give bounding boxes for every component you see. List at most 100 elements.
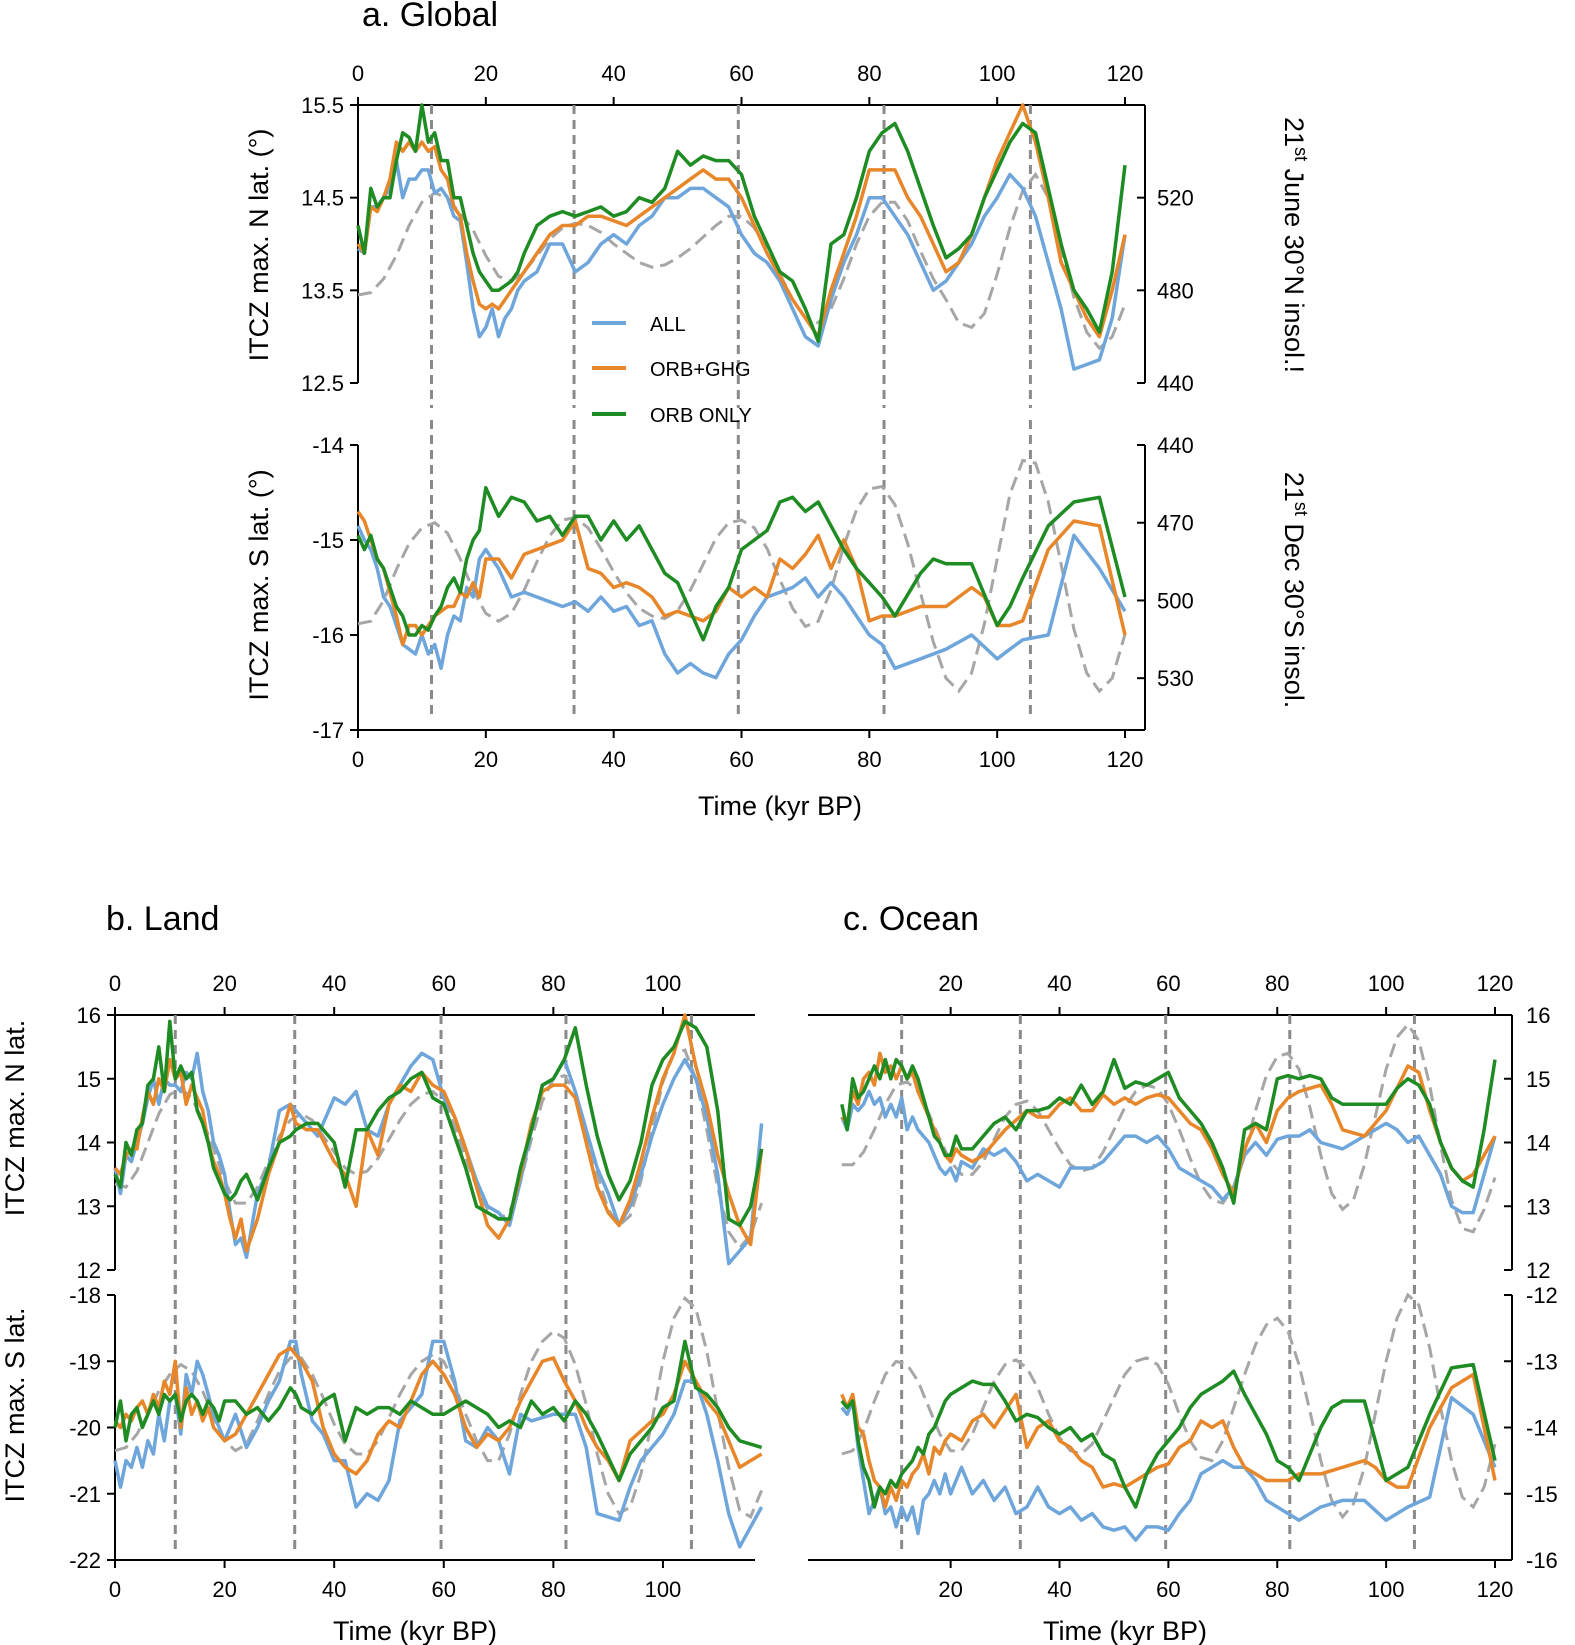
y2tick-label-global-south: 500 — [1157, 588, 1194, 613]
ytick-label-ocean-south: -14 — [1526, 1416, 1558, 1441]
ytick-label-land-south: -19 — [69, 1349, 101, 1374]
ytick-label-land-south: -20 — [69, 1416, 101, 1441]
xtick-label-global-north: 40 — [601, 61, 625, 86]
y2tick-label-global-south: 470 — [1157, 511, 1194, 536]
xtick-label-ocean-north: 120 — [1477, 971, 1514, 996]
title-land: b. Land — [106, 900, 219, 938]
ytick-label-ocean-north: 15 — [1526, 1067, 1550, 1092]
ytick-label-land-south: -22 — [69, 1548, 101, 1573]
xtick-label-ocean-north: 60 — [1156, 971, 1180, 996]
series-line-orb-land-south — [113, 1339, 763, 1483]
y2label-north-sup: st — [1291, 147, 1311, 161]
xtick-label-land-south: 40 — [322, 1577, 346, 1602]
ylabel-land-north: ITCZ max. N lat. — [0, 1020, 30, 1217]
panel-ocean-south: -16 -15 -14 -13 -12 20 40 60 80 100 120 — [808, 1270, 1558, 1602]
y2label-south-rest: Dec 30°S insol. — [1279, 516, 1309, 708]
ylabel-land-south: ITCZ max. S lat. — [0, 1307, 30, 1502]
y2tick-label-global-north: 520 — [1157, 186, 1194, 211]
ytick-label-global-south: -16 — [312, 623, 344, 648]
xtick-label-land-north: 80 — [541, 971, 565, 996]
xtick-label-land-south: 80 — [541, 1577, 565, 1602]
ytick-label-land-north: 15 — [77, 1067, 101, 1092]
xtick-label-global-north: 100 — [979, 61, 1016, 86]
legend-label-orb: ORB ONLY — [650, 405, 752, 427]
ytick-label-ocean-south: -15 — [1526, 1482, 1558, 1507]
series-line-all-global-south — [356, 525, 1127, 680]
ytick-label-ocean-south: -13 — [1526, 1349, 1558, 1374]
xtick-label-ocean-south: 100 — [1368, 1577, 1405, 1602]
y2label-global-south: 21st Dec 30°S insol. — [1279, 472, 1311, 708]
y2label-south-sup: st — [1291, 502, 1311, 516]
xtick-label-global-south: 60 — [729, 747, 753, 772]
xtick-label-global-south: 80 — [857, 747, 881, 772]
y2label-north-rest: June 30°N insol.! — [1279, 161, 1309, 373]
series-line-orb-ocean-south — [840, 1362, 1497, 1509]
panel-land-south: -22 -21 -20 -19 -18 0 20 40 60 80 100 — [69, 1270, 764, 1602]
ylabel-global-north: ITCZ max. N lat. (°) — [244, 129, 274, 362]
xtick-label-global-south: 40 — [601, 747, 625, 772]
ytick-label-land-south: -18 — [69, 1283, 101, 1308]
ytick-label-ocean-north: 14 — [1526, 1131, 1550, 1156]
insolation-line-ocean-south — [841, 1292, 1497, 1520]
xtick-label-land-north: 60 — [432, 971, 456, 996]
ytick-label-global-south: -14 — [312, 433, 344, 458]
insolation-line-ocean-north — [841, 1022, 1497, 1234]
ytick-label-land-north: 12 — [77, 1258, 101, 1283]
xtick-label-land-north: 0 — [109, 971, 121, 996]
xtick-label-ocean-north: 40 — [1047, 971, 1071, 996]
ytick-label-global-south: -17 — [312, 718, 344, 743]
ytick-label-global-north: 13.5 — [301, 278, 344, 303]
xtick-label-global-south: 100 — [979, 747, 1016, 772]
xtick-label-land-north: 40 — [322, 971, 346, 996]
xlabel-ocean: Time (kyr BP) — [1043, 1616, 1207, 1645]
xtick-label-ocean-north: 100 — [1368, 971, 1405, 996]
xtick-label-ocean-south: 120 — [1477, 1577, 1514, 1602]
xtick-label-ocean-south: 60 — [1156, 1577, 1180, 1602]
xtick-label-land-south: 20 — [212, 1577, 236, 1602]
xtick-label-ocean-south: 20 — [938, 1577, 962, 1602]
series-line-orbghg-ocean-south — [840, 1372, 1497, 1509]
ytick-label-global-north: 14.5 — [301, 186, 344, 211]
ytick-label-global-north: 15.5 — [301, 93, 344, 118]
xtick-label-land-north: 20 — [212, 971, 236, 996]
y2tick-label-global-south: 530 — [1157, 666, 1194, 691]
ytick-label-global-north: 12.5 — [301, 371, 344, 396]
panel-global-north: 12.5 13.5 14.5 15.5 0 20 40 60 80 100 120 440 480 520 — [301, 61, 1194, 408]
xtick-label-ocean-north: 80 — [1265, 971, 1289, 996]
xlabel-global: Time (kyr BP) — [698, 791, 862, 821]
series-line-all-ocean-south — [840, 1395, 1497, 1542]
ytick-label-land-north: 13 — [77, 1194, 101, 1219]
xtick-label-land-south: 100 — [645, 1577, 682, 1602]
xlabel-land: Time (kyr BP) — [333, 1616, 497, 1645]
ytick-label-ocean-north: 13 — [1526, 1194, 1550, 1219]
series-line-orbghg-global-south — [356, 510, 1127, 647]
insolation-line-global-south — [357, 458, 1127, 694]
xtick-label-ocean-south: 40 — [1047, 1577, 1071, 1602]
series-line-orb-land-north — [113, 1019, 764, 1228]
ytick-label-ocean-north: 12 — [1526, 1258, 1550, 1283]
panel-land-north: 12 13 14 15 16 0 20 40 60 80 100 — [77, 971, 764, 1295]
ytick-label-ocean-south: -16 — [1526, 1548, 1558, 1573]
ylabel-global-south: ITCZ max. S lat. (°) — [244, 469, 274, 700]
xtick-label-land-south: 60 — [432, 1577, 456, 1602]
series-line-orb-global-south — [356, 485, 1127, 642]
title-global: a. Global — [362, 0, 498, 34]
series-line-orb-global-north — [356, 103, 1127, 344]
ytick-label-global-south: -15 — [312, 528, 344, 553]
xtick-label-land-north: 100 — [645, 971, 682, 996]
ytick-label-ocean-north: 16 — [1526, 1003, 1550, 1028]
xtick-label-global-south: 0 — [352, 747, 364, 772]
series-line-all-land-north — [113, 1051, 764, 1266]
y2tick-label-global-north: 440 — [1157, 371, 1194, 396]
xtick-label-global-north: 60 — [729, 61, 753, 86]
ytick-label-ocean-south: -12 — [1526, 1283, 1558, 1308]
legend-label-all: ALL — [650, 314, 686, 336]
xtick-label-global-north: 0 — [352, 61, 364, 86]
insolation-line-land-north — [114, 1048, 764, 1251]
xtick-label-ocean-south: 80 — [1265, 1577, 1289, 1602]
ytick-label-land-north: 16 — [77, 1003, 101, 1028]
xtick-label-land-south: 0 — [109, 1577, 121, 1602]
series-line-all-global-north — [356, 158, 1127, 371]
y2tick-label-global-south: 440 — [1157, 433, 1194, 458]
